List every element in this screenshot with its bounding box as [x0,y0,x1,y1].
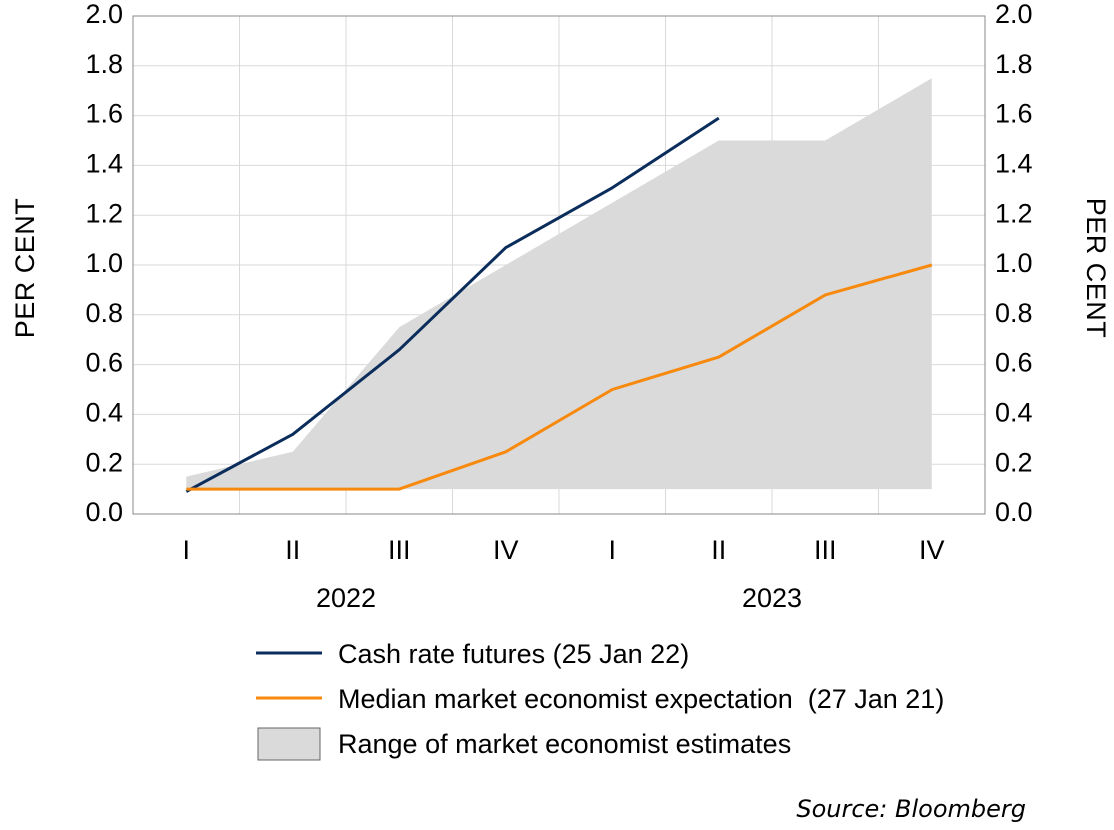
y-tick-label-right: 0.0 [995,497,1033,527]
y-tick-label-left: 0.6 [85,348,123,378]
y-tick-label-left: 1.8 [85,49,123,79]
legend-label-range: Range of market economist estimates [338,729,791,759]
source-note: Source: Bloomberg [796,795,1026,823]
y-tick-label-right: 1.2 [995,198,1033,228]
y-tick-label-right: 0.8 [995,298,1033,328]
y-tick-label-left: 1.0 [85,248,123,278]
x-tick-label: II [285,535,300,565]
x-tick-label: II [711,535,726,565]
y-tick-label-right: 1.6 [995,99,1033,129]
range-band [186,78,932,490]
year-label: 2023 [742,583,802,613]
y-tick-label-right: 0.4 [995,398,1033,428]
plot-border [132,15,986,515]
plot-frame [132,15,986,515]
y-tick-label-right: 0.2 [995,447,1033,477]
y-tick-label-right: 1.8 [995,49,1033,79]
series-line-cash-rate-futures [185,116,720,493]
year-labels: 2022 2023 [316,583,802,613]
series-lines [185,116,933,493]
left-y-ticks: 0.0 0.2 0.4 0.6 0.8 1.0 1.2 1.4 1.6 1.8 2.0 [85,0,123,527]
y-tick-label-left: 0.2 [85,447,123,477]
legend: Cash rate futures (25 Jan 22) Median mar… [256,639,944,761]
legend-label-cash-rate-futures: Cash rate futures (25 Jan 22) [338,639,689,669]
y-tick-label-left: 0.8 [85,298,123,328]
y-tick-label-left: 2.0 [85,0,123,29]
legend-label-median-expectation: Median market economist expectation (27 … [338,684,944,714]
y-tick-label-right: 1.4 [995,149,1033,179]
y-tick-label-right: 2.0 [995,0,1033,29]
y-tick-label-right: 0.6 [995,348,1033,378]
x-tick-label: III [814,535,837,565]
y-axis-title-left: PER CENT [10,198,40,339]
y-tick-label-left: 0.0 [85,497,123,527]
y-tick-label-left: 1.6 [85,99,123,129]
y-tick-label-left: 1.2 [85,198,123,228]
year-label: 2022 [316,583,376,613]
x-tick-label: IV [919,535,945,565]
legend-swatch-range [257,727,321,761]
right-y-ticks: 0.0 0.2 0.4 0.6 0.8 1.0 1.2 1.4 1.6 1.8 2.0 [995,0,1033,527]
y-tick-label-right: 1.0 [995,248,1033,278]
x-tick-label: III [388,535,411,565]
x-tick-labels: I II III IV I II III IV [182,535,944,565]
series-line-median-expectation [186,263,933,491]
y-tick-label-left: 0.4 [85,398,123,428]
range-area [186,78,932,490]
x-tick-label: IV [493,535,519,565]
x-tick-label: I [182,535,190,565]
y-axis-title-right: PER CENT [1081,198,1111,339]
y-tick-label-left: 1.4 [85,149,123,179]
x-tick-label: I [608,535,616,565]
